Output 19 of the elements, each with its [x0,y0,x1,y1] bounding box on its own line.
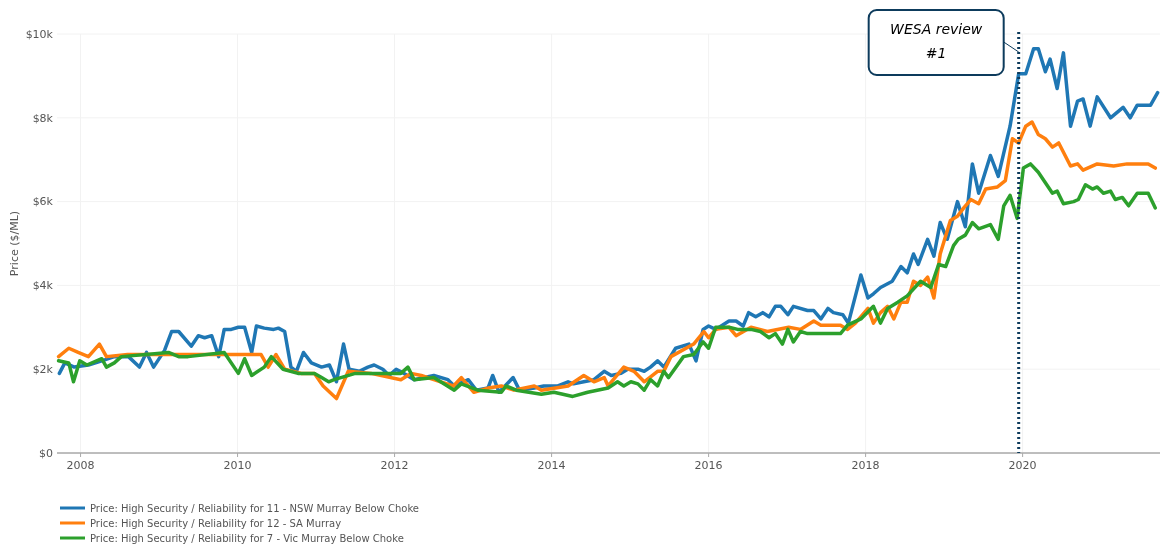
y-tick-label: $6k [32,195,54,209]
x-tick-label: 2012 [380,459,409,472]
legend-label: Price: High Security / Reliability for 12 - SA Murray [90,517,342,529]
x-tick-label: 2018 [851,459,880,472]
y-axis-title: Price ($/ML) [8,210,21,277]
x-tick-label: 2020 [1008,459,1037,472]
y-tick-label: $4k [32,279,54,293]
legend-label: Price: High Security / Reliability for 11 - NSW Murray Below Choke [90,502,419,514]
y-tick-label: $2k [32,363,54,377]
line-series [56,162,1158,399]
y-tick-label: $0 [39,446,53,460]
ref-line-label: WESA review #1 [890,21,983,61]
x-tick-label: 2008 [66,459,95,472]
x-tick-label: 2016 [694,459,723,472]
x-tick-label: 2010 [223,459,252,472]
x-tick-label: 2014 [537,459,566,472]
y-tick-label: $10k [25,27,54,41]
y-tick-label: $8k [32,111,54,125]
legend-label: Price: High Security / Reliability for 7 - Vic Murray Below Choke [90,532,404,544]
